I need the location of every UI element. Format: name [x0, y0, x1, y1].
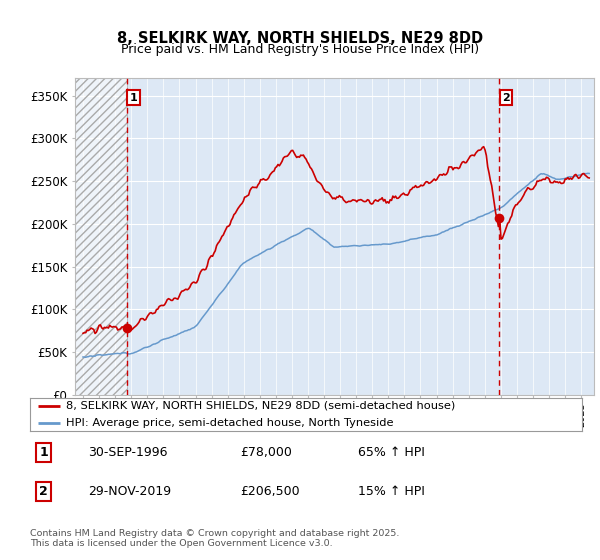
Text: Contains HM Land Registry data © Crown copyright and database right 2025.
This d: Contains HM Land Registry data © Crown c…	[30, 529, 400, 548]
Text: HPI: Average price, semi-detached house, North Tyneside: HPI: Average price, semi-detached house,…	[66, 418, 394, 428]
Text: 29-NOV-2019: 29-NOV-2019	[88, 485, 171, 498]
Text: 15% ↑ HPI: 15% ↑ HPI	[358, 485, 425, 498]
Bar	[75, 78, 127, 395]
Text: 8, SELKIRK WAY, NORTH SHIELDS, NE29 8DD: 8, SELKIRK WAY, NORTH SHIELDS, NE29 8DD	[117, 31, 483, 45]
Text: 65% ↑ HPI: 65% ↑ HPI	[358, 446, 425, 459]
Text: Price paid vs. HM Land Registry's House Price Index (HPI): Price paid vs. HM Land Registry's House …	[121, 43, 479, 56]
Text: £78,000: £78,000	[240, 446, 292, 459]
Text: 1: 1	[40, 446, 48, 459]
Bar	[75, 78, 127, 395]
Text: £206,500: £206,500	[240, 485, 299, 498]
Text: 2: 2	[502, 92, 509, 102]
Text: 1: 1	[130, 92, 137, 102]
Text: 8, SELKIRK WAY, NORTH SHIELDS, NE29 8DD (semi-detached house): 8, SELKIRK WAY, NORTH SHIELDS, NE29 8DD …	[66, 401, 455, 411]
Text: 2: 2	[40, 485, 48, 498]
Text: 30-SEP-1996: 30-SEP-1996	[88, 446, 167, 459]
